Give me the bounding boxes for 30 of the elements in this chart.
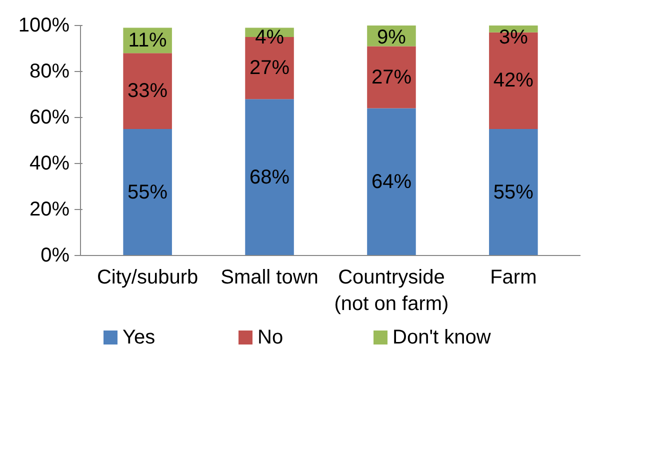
y-tick-label: 40% xyxy=(29,152,70,174)
bar xyxy=(489,129,538,256)
data-label: 64% xyxy=(371,170,412,193)
data-label: 27% xyxy=(250,57,290,80)
y-tick-label: 0% xyxy=(40,244,70,266)
data-label: 33% xyxy=(128,80,168,102)
bar xyxy=(123,53,172,129)
bar xyxy=(367,46,416,108)
x-tick-label: Countryside (not on farm) xyxy=(334,266,449,315)
data-label: 11% xyxy=(128,29,168,52)
data-label: 42% xyxy=(493,70,534,92)
x-tick-label: City/suburb xyxy=(96,266,198,288)
data-label: 55% xyxy=(128,181,168,204)
data-label: 68% xyxy=(250,166,290,188)
bar xyxy=(367,108,416,256)
legend-label: Yes xyxy=(122,326,156,348)
bar xyxy=(123,129,172,256)
data-label: 55% xyxy=(493,181,534,204)
legend-label: No xyxy=(258,326,284,348)
bar xyxy=(245,99,294,256)
y-tick-label: 60% xyxy=(29,106,70,128)
y-tick-label: 80% xyxy=(29,60,70,82)
x-tick-label: Small town xyxy=(220,266,318,288)
data-label: 27% xyxy=(371,66,412,88)
x-tick-label: Farm xyxy=(490,266,537,288)
y-tick-label: 20% xyxy=(29,198,70,220)
data-label: 9% xyxy=(377,26,406,48)
legend-label: Don't know xyxy=(392,326,492,348)
y-tick-label: 100% xyxy=(18,14,70,36)
data-label: 3% xyxy=(498,26,528,48)
